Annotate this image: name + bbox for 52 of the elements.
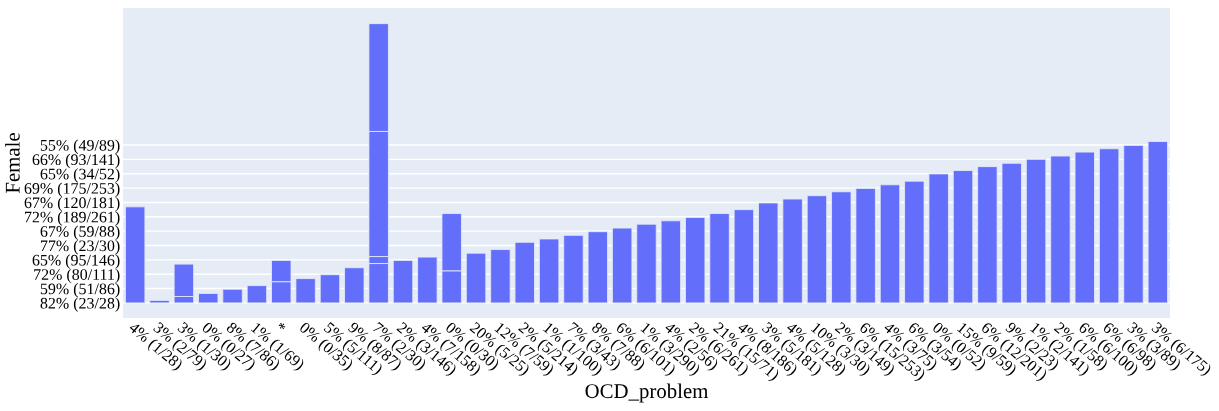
x-axis-title: OCD_problem [585, 383, 709, 403]
bar [1025, 158, 1047, 304]
text: 55% (49/89) [40, 139, 120, 154]
bar [611, 227, 633, 304]
bar [879, 184, 901, 304]
text: 67% (59/88) [40, 225, 120, 241]
text: 67% (120/181) [24, 196, 120, 212]
bar [806, 195, 828, 304]
bar [295, 278, 316, 304]
bar [1074, 151, 1095, 304]
bar [977, 166, 998, 304]
y-axis-title: Female [5, 133, 20, 194]
text: 69% (175/253) [24, 182, 120, 198]
bar [538, 238, 560, 304]
bar [465, 252, 487, 304]
text: 65% (95/146) [32, 254, 120, 269]
text: 77% (23/30) [40, 239, 120, 255]
bar [344, 267, 365, 304]
bar [563, 234, 584, 304]
bar [660, 220, 682, 304]
bar [490, 249, 511, 304]
text: 59% (51/86) [40, 283, 120, 298]
bar [514, 241, 535, 304]
bar [831, 191, 852, 304]
bar [855, 187, 876, 304]
text: 82% (23/28) [40, 297, 120, 312]
bar [1098, 148, 1120, 304]
bar [149, 299, 170, 304]
bar [709, 213, 730, 304]
bar [782, 198, 803, 304]
bar [733, 209, 755, 304]
bar [758, 202, 779, 304]
bar [392, 260, 414, 304]
bar [222, 288, 243, 304]
bar [636, 223, 657, 304]
bar [417, 256, 438, 304]
text: 72% (80/111) [34, 268, 120, 284]
bar [928, 173, 949, 304]
text: 72% (189/261) [25, 211, 120, 226]
bar [1050, 155, 1071, 304]
bar [246, 285, 268, 304]
bar [198, 293, 219, 304]
text: 65% (34/52) [40, 168, 120, 183]
bar [319, 274, 341, 304]
x-tick-label: * [277, 321, 287, 331]
bar [952, 170, 974, 304]
bar [1001, 162, 1022, 304]
bar [587, 231, 608, 304]
text: 66% (93/141) [32, 153, 120, 169]
bar [1123, 144, 1144, 304]
bar [904, 180, 925, 304]
bar [685, 217, 706, 304]
